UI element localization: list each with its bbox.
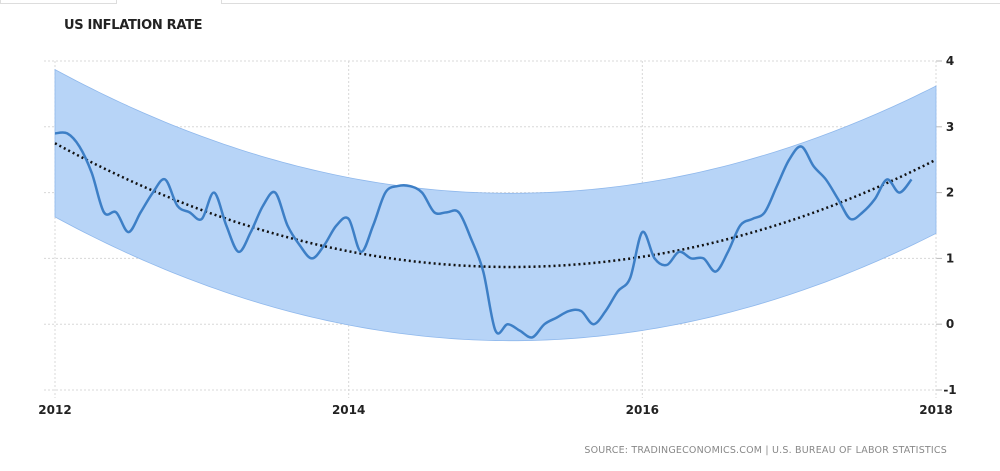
- y-axis-ticks: 4 3 2 1 0 -1: [943, 54, 956, 397]
- confidence-band: [54, 68, 937, 342]
- x-tick-label: 2016: [626, 403, 659, 417]
- inflation-line: [54, 131, 913, 339]
- x-tick-label: 2014: [332, 403, 365, 417]
- y-tick-label: 3: [946, 120, 954, 134]
- source-note: SOURCE: TRADINGECONOMICS.COM | U.S. BURE…: [584, 445, 947, 456]
- trend-line: [54, 142, 937, 269]
- y-tick-label: 4: [946, 54, 954, 68]
- y-tick-label: -1: [943, 383, 956, 397]
- top-tab-right: [221, 0, 1000, 4]
- chart-title: US INFLATION RATE: [64, 18, 203, 33]
- y-tick-label: 1: [946, 251, 954, 265]
- top-tab-left: [0, 0, 117, 4]
- x-axis-ticks: 2012 2014 2016 2018: [38, 403, 952, 417]
- x-tick-label: 2012: [38, 403, 71, 417]
- y-tick-label: 0: [946, 317, 954, 331]
- x-tick-label: 2018: [919, 403, 952, 417]
- y-tick-label: 2: [946, 186, 954, 200]
